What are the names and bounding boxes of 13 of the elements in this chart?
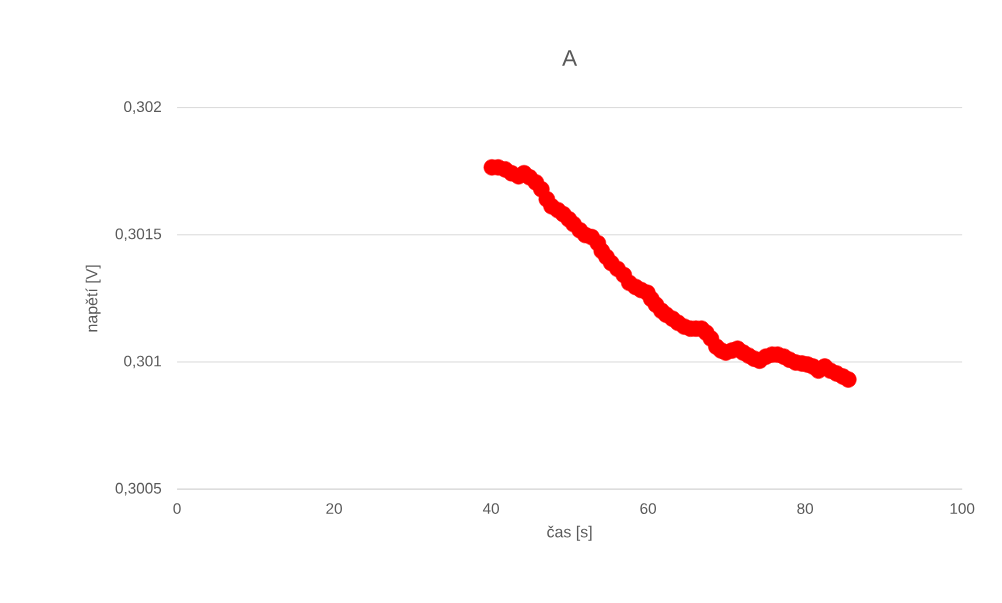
- y-tick-label: 0,3015: [115, 228, 162, 242]
- x-tick-label: 60: [640, 503, 656, 515]
- y-axis-title: napětí [V]: [85, 265, 101, 332]
- y-tick-label: 0,3005: [115, 482, 162, 496]
- y-tick-label: 0,302: [124, 101, 161, 115]
- y-tick-label: 0,301: [124, 355, 161, 369]
- x-tick-label: 80: [797, 503, 814, 515]
- x-tick-label: 20: [326, 503, 342, 515]
- x-tick-label: 40: [482, 503, 499, 515]
- x-tick-label: 100: [950, 503, 975, 515]
- x-axis-title: čas [s]: [547, 525, 592, 541]
- chart-title: A: [562, 50, 578, 66]
- x-tick-label: 0: [173, 503, 181, 515]
